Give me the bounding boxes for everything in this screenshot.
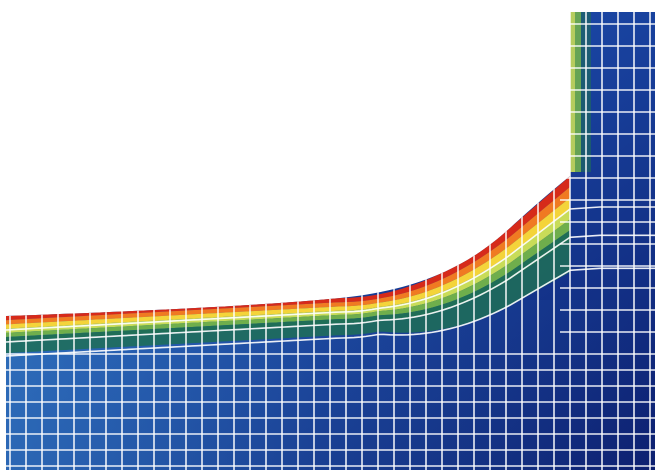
mesh-line-curved xyxy=(6,267,655,357)
tip-wall-bands xyxy=(570,12,591,172)
contour-band-5 xyxy=(6,219,570,337)
contour-band-transition xyxy=(6,241,570,354)
mesh-line-curved xyxy=(6,234,655,343)
contour-band-3 xyxy=(6,197,570,329)
contour-band-2 xyxy=(6,186,570,325)
wall-strip xyxy=(570,12,575,172)
contour-band-outer xyxy=(6,176,570,321)
wall-strip xyxy=(575,12,581,172)
mesh-line-curved xyxy=(6,206,655,331)
contour-band-4 xyxy=(6,208,570,333)
